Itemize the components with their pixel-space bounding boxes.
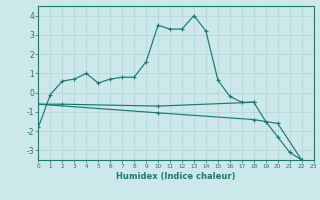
X-axis label: Humidex (Indice chaleur): Humidex (Indice chaleur) bbox=[116, 172, 236, 181]
